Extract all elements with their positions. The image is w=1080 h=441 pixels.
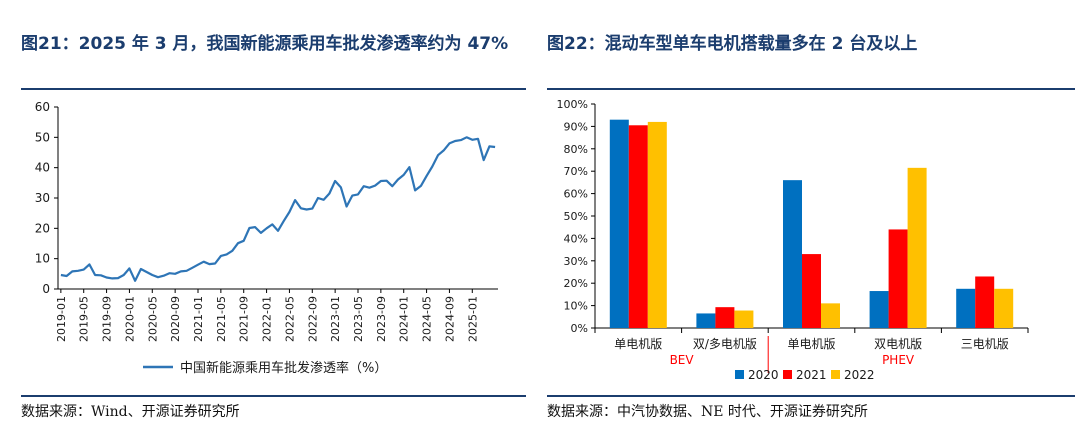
x-tick-label: 2021-05 bbox=[215, 296, 228, 342]
x-tick-label: 2023-05 bbox=[352, 296, 365, 342]
y-tick-label: 0 bbox=[42, 282, 50, 296]
y-tick-label: 80% bbox=[564, 143, 588, 156]
left-figure-title: 图21：2025 年 3 月，我国新能源乘用车批发渗透率约为 47% bbox=[21, 34, 509, 54]
y-tick-label: 0% bbox=[571, 322, 588, 335]
x-tick-label: 2024-05 bbox=[421, 296, 434, 342]
bar-2021-4 bbox=[888, 229, 908, 328]
bar-2022-2 bbox=[734, 310, 754, 328]
legend-label-2020: 2020 bbox=[748, 368, 779, 382]
left-source-note: 数据来源：Wind、开源证券研究所 bbox=[21, 404, 240, 420]
bar-2021-5 bbox=[975, 276, 995, 328]
x-tick-label: 2023-01 bbox=[329, 296, 342, 342]
category-label: 单电机版 bbox=[614, 337, 662, 351]
bar-2020-3 bbox=[783, 180, 802, 328]
right-figure-title: 图22：混动车型单车电机搭载量多在 2 台及以上 bbox=[547, 34, 918, 54]
x-tick-label: 2024-09 bbox=[443, 296, 456, 342]
left-title-rule bbox=[21, 88, 526, 90]
y-tick-label: 70% bbox=[564, 165, 588, 178]
bar-2020-1 bbox=[609, 119, 629, 329]
y-tick-label: 20 bbox=[35, 221, 50, 235]
category-label: 三电机版 bbox=[961, 337, 1009, 351]
x-tick-label: 2024-01 bbox=[398, 296, 411, 342]
left-source-rule bbox=[21, 395, 526, 397]
y-tick-label: 40 bbox=[35, 161, 50, 175]
right-source-rule bbox=[547, 395, 1075, 397]
x-tick-label: 2022-05 bbox=[283, 296, 296, 342]
x-tick-label: 2019-05 bbox=[78, 296, 91, 342]
legend-swatch-2021 bbox=[783, 370, 792, 379]
legend-label-2021: 2021 bbox=[796, 368, 827, 382]
bar-2022-5 bbox=[994, 288, 1014, 328]
x-tick-label: 2022-09 bbox=[306, 296, 319, 342]
bar-2020-2 bbox=[696, 313, 716, 328]
penetration-rate-line bbox=[60, 136, 496, 282]
x-tick-label: 2021-09 bbox=[238, 296, 251, 342]
bar-2020-5 bbox=[956, 288, 976, 328]
bar-2022-1 bbox=[647, 121, 667, 328]
bar-2022-4 bbox=[907, 167, 927, 328]
legend-swatch-2022 bbox=[831, 370, 840, 379]
right-figure-panel: 图22：混动车型单车电机搭载量多在 2 台及以上 0% 10% 20% 30% 40% 5… bbox=[545, 0, 1080, 441]
x-tick-label: 2023-09 bbox=[375, 296, 388, 342]
bar-2021-1 bbox=[628, 125, 648, 328]
x-tick-label: 2022-01 bbox=[261, 296, 274, 342]
y-tick-label: 100% bbox=[557, 98, 588, 111]
y-tick-label: 60% bbox=[564, 188, 588, 201]
y-tick-label: 30% bbox=[564, 255, 588, 268]
category-label: 双/多电机版 bbox=[693, 337, 757, 351]
y-tick-label: 50 bbox=[35, 130, 50, 144]
category-label: 单电机版 bbox=[787, 337, 835, 351]
x-tick-label: 2019-01 bbox=[55, 296, 68, 342]
y-tick-label: 40% bbox=[564, 232, 588, 245]
group-label-phev: PHEV bbox=[882, 353, 915, 367]
x-tick-label: 2020-01 bbox=[123, 296, 136, 342]
y-tick-label: 20% bbox=[564, 277, 588, 290]
left-figure-panel: 图21：2025 年 3 月，我国新能源乘用车批发渗透率约为 47% 0 10 20… bbox=[0, 0, 528, 441]
y-tick-label: 60 bbox=[35, 100, 50, 114]
right-source-note: 数据来源：中汽协数据、NE 时代、开源证券研究所 bbox=[547, 404, 868, 420]
y-tick-label: 30 bbox=[35, 191, 50, 205]
category-label: 双电机版 bbox=[874, 337, 922, 351]
group-label-bev: BEV bbox=[670, 353, 695, 367]
x-tick-label: 2019-09 bbox=[101, 296, 114, 342]
x-tick-label: 2025-01 bbox=[466, 296, 479, 342]
right-title-rule bbox=[547, 88, 1075, 90]
legend-label-2022: 2022 bbox=[844, 368, 875, 382]
legend-swatch-2020 bbox=[735, 370, 744, 379]
x-tick-label: 2020-05 bbox=[146, 296, 159, 342]
y-tick-label: 10% bbox=[564, 300, 588, 313]
right-bar-chart: 0% 10% 20% 30% 40% 50% 60% 70% 80% 90% 100% 单电机版 双/多… bbox=[557, 98, 1029, 382]
y-tick-label: 90% bbox=[564, 120, 588, 133]
y-tick-label: 50% bbox=[564, 210, 588, 223]
bar-2022-3 bbox=[821, 303, 840, 328]
left-line-chart: 0 10 20 30 40 50 60 2019-01 2019-05 2019-09 2020-0… bbox=[35, 100, 498, 376]
bar-2021-2 bbox=[715, 307, 735, 328]
legend-label: 中国新能源乘用车批发渗透率（%） bbox=[180, 360, 387, 376]
bar-2020-4 bbox=[869, 291, 889, 328]
bar-2021-3 bbox=[802, 254, 821, 328]
x-tick-label: 2020-09 bbox=[169, 296, 182, 342]
x-tick-label: 2021-01 bbox=[192, 296, 205, 342]
y-tick-label: 10 bbox=[35, 252, 50, 266]
